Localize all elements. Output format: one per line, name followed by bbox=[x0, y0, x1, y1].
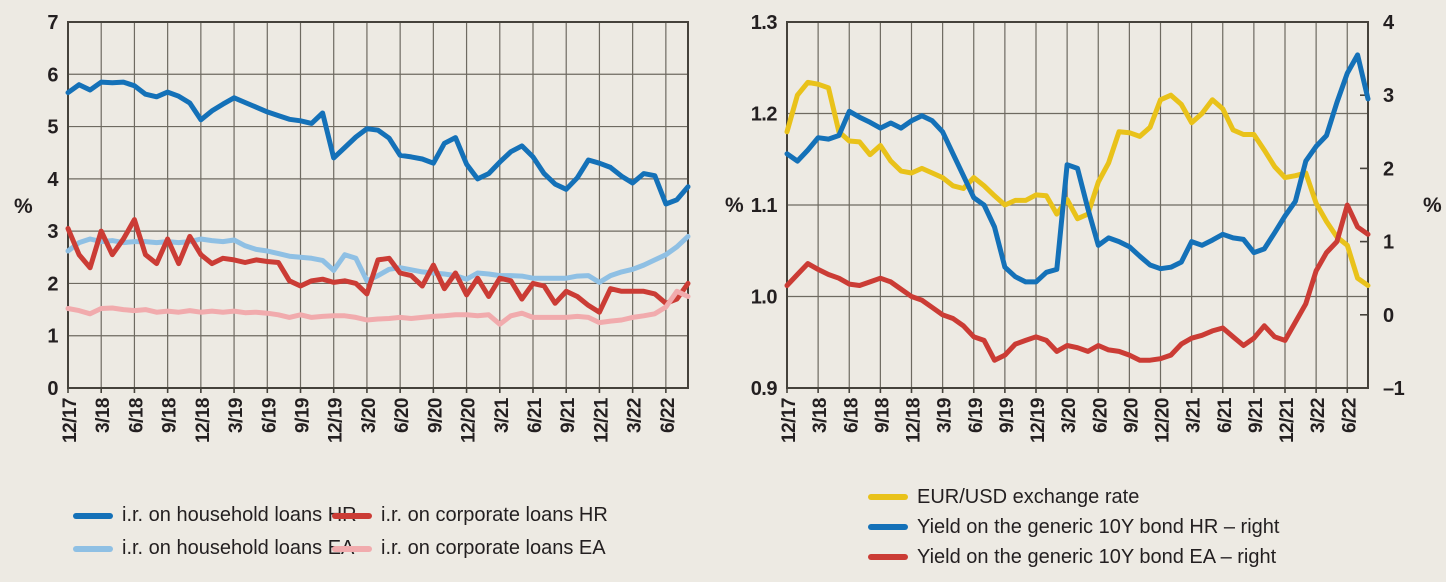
series-i-r-on-household-loans-hr bbox=[65, 79, 691, 207]
y-axis-label: 2 bbox=[47, 273, 58, 295]
x-axis-label: 12/18 bbox=[193, 398, 214, 443]
x-axis-label: 12/17 bbox=[60, 398, 81, 443]
x-axis-label: 6/20 bbox=[1090, 398, 1111, 433]
legend-item-eurusd: EUR/USD exchange rate bbox=[868, 482, 1279, 512]
legend-swatch-yield-hr bbox=[868, 524, 908, 530]
x-axis-label: 9/21 bbox=[558, 397, 579, 433]
y-axis-label: 6 bbox=[47, 64, 58, 86]
x-axis-label: 3/18 bbox=[810, 398, 831, 433]
legend-label-yield-hr: Yield on the generic 10Y bond HR – right bbox=[917, 515, 1280, 538]
x-axis-label: 9/21 bbox=[1246, 397, 1267, 433]
series-eur-usd-exchange-rate bbox=[784, 79, 1371, 288]
y-axis-label: 3 bbox=[47, 221, 58, 243]
x-axis-label: 6/19 bbox=[259, 398, 280, 433]
x-axis-label: 9/18 bbox=[872, 398, 893, 433]
y-axis-label: 1 bbox=[47, 326, 58, 348]
legend-swatch-corporate-ea bbox=[332, 545, 372, 552]
x-axis-label: 12/19 bbox=[326, 398, 347, 443]
x-axis-label: 3/20 bbox=[359, 398, 380, 433]
x-axis-label: 12/19 bbox=[1028, 398, 1049, 443]
x-axis-label: 9/20 bbox=[1121, 398, 1142, 433]
y-axis-unit: % bbox=[725, 194, 744, 217]
loans-chart: 0 1 2 3 4 5 6 7% 12/17 3/18 6/18 9/18 12/18 3/19 6/19 9… bbox=[0, 0, 723, 470]
x-axis-label: 6/22 bbox=[1339, 398, 1360, 433]
x-axis-label: 3/22 bbox=[1308, 398, 1329, 433]
right-axis-label: 4 bbox=[1383, 12, 1395, 34]
x-axis-label: 6/18 bbox=[126, 398, 147, 433]
series-i-r-on-corporate-loans-ea bbox=[65, 288, 691, 327]
legend-label-household-hr: i.r. on household loans HR bbox=[122, 504, 357, 526]
x-axis-label: 3/18 bbox=[93, 398, 114, 433]
legend-item-corporate-hr: i.r. on corporate loans HR bbox=[332, 499, 608, 532]
legend-label-yield-ea: Yield on the generic 10Y bond EA – right bbox=[917, 545, 1277, 568]
y-axis-label: 7 bbox=[47, 12, 58, 34]
fx-and-bond-yields-svg: 0.9 1.0 1.1 1.2 1.3% –1 0 1 2 3 4% 12/17 3/18 6/18 9/1… bbox=[725, 12, 1443, 443]
loans-chart-legend: i.r. on household loans HR i.r. on house… bbox=[73, 499, 608, 565]
x-axis-label: 9/19 bbox=[293, 398, 314, 433]
y-axis-label: 0 bbox=[47, 378, 58, 400]
x-axis-label: 3/21 bbox=[492, 397, 513, 433]
x-axis-label: 6/20 bbox=[392, 398, 413, 433]
legend-label-household-ea: i.r. on household loans EA bbox=[122, 537, 355, 559]
y-axis-label: 0.9 bbox=[751, 378, 778, 400]
x-axis-label: 6/21 bbox=[1215, 397, 1236, 433]
right-axis-label: 0 bbox=[1383, 305, 1394, 327]
right-axis-unit: % bbox=[1423, 194, 1442, 217]
x-axis-label: 6/21 bbox=[525, 397, 546, 433]
legend-swatch-household-ea bbox=[73, 545, 113, 552]
x-axis-label: 3/22 bbox=[625, 398, 646, 433]
legend-label-eurusd: EUR/USD exchange rate bbox=[917, 485, 1140, 508]
x-axis-label: 3/19 bbox=[935, 398, 956, 433]
legend-item-yield-ea: Yield on the generic 10Y bond EA – right bbox=[868, 542, 1279, 572]
fx-yields-chart-legend: EUR/USD exchange rate Yield on the gener… bbox=[868, 482, 1279, 572]
y-axis-unit: % bbox=[14, 195, 33, 218]
series-yield-on-the-generic-10y-bond-ea-right bbox=[784, 202, 1371, 363]
legend-swatch-eurusd bbox=[868, 494, 908, 500]
legend-item-household-ea: i.r. on household loans EA bbox=[73, 532, 354, 565]
x-axis-label: 6/18 bbox=[841, 398, 862, 433]
loan-interest-rates-svg: 0 1 2 3 4 5 6 7% 12/17 3/18 6/18 9/18 12/18 3/19 6/19 9… bbox=[14, 12, 691, 443]
x-axis-label: 12/20 bbox=[1153, 398, 1174, 443]
fx-yields-chart: 0.9 1.0 1.1 1.2 1.3% –1 0 1 2 3 4% 12/17 3/18 6/18 9/1… bbox=[723, 0, 1446, 470]
x-axis-label: 9/20 bbox=[425, 398, 446, 433]
series-i-r-on-corporate-loans-hr bbox=[65, 217, 691, 315]
right-axis-label: 1 bbox=[1383, 232, 1394, 254]
x-axis-label: 3/19 bbox=[226, 398, 247, 433]
right-axis-label: 2 bbox=[1383, 158, 1394, 180]
x-axis-label: 9/19 bbox=[997, 398, 1018, 433]
legend-item-household-hr: i.r. on household loans HR bbox=[73, 499, 357, 532]
right-axis-label: 3 bbox=[1383, 85, 1394, 107]
plot-border bbox=[786, 21, 1369, 389]
y-axis-label: 1.3 bbox=[751, 12, 778, 34]
legend-label-corporate-ea: i.r. on corporate loans EA bbox=[381, 537, 606, 559]
y-axis-label: 1.1 bbox=[751, 195, 778, 217]
y-axis-label: 1.2 bbox=[751, 104, 778, 126]
x-axis-label: 12/18 bbox=[904, 398, 925, 443]
x-axis-label: 6/19 bbox=[966, 398, 987, 433]
x-axis-label: 12/21 bbox=[591, 397, 612, 443]
x-axis-label: 9/18 bbox=[160, 398, 181, 433]
y-axis-label: 1.0 bbox=[751, 287, 778, 309]
x-axis-label: 12/20 bbox=[459, 398, 480, 443]
legend-swatch-household-hr bbox=[73, 512, 113, 519]
x-axis-label: 3/20 bbox=[1059, 398, 1080, 433]
y-axis-label: 4 bbox=[47, 169, 59, 191]
legend-item-corporate-ea: i.r. on corporate loans EA bbox=[332, 532, 608, 565]
x-axis-label: 12/21 bbox=[1277, 397, 1298, 443]
right-axis-label: –1 bbox=[1383, 378, 1405, 400]
legend-swatch-yield-ea bbox=[868, 554, 908, 560]
legend-item-yield-hr: Yield on the generic 10Y bond HR – right bbox=[868, 512, 1279, 542]
plot-border bbox=[67, 21, 689, 389]
series-yield-on-the-generic-10y-bond-hr-right bbox=[784, 52, 1371, 285]
x-axis-label: 3/21 bbox=[1184, 397, 1205, 433]
legend-swatch-corporate-hr bbox=[332, 512, 372, 519]
y-axis-label: 5 bbox=[47, 117, 58, 139]
legend-label-corporate-hr: i.r. on corporate loans HR bbox=[381, 504, 608, 526]
x-axis-label: 12/17 bbox=[779, 398, 800, 443]
x-axis-label: 6/22 bbox=[658, 398, 679, 433]
